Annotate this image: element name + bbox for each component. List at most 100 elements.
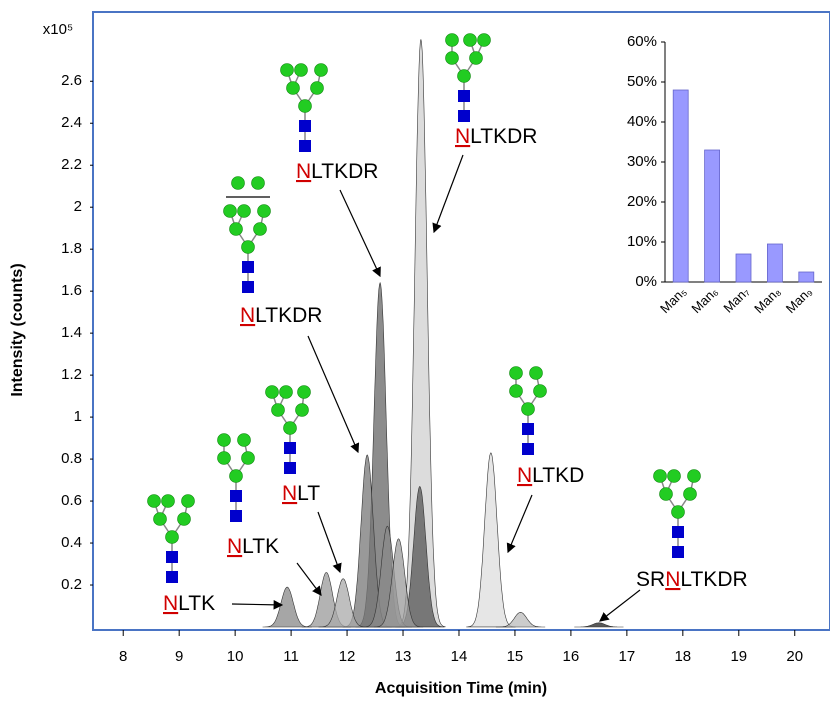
mannose [181, 494, 195, 508]
x-tick-label: 13 [395, 648, 412, 665]
mannose [445, 33, 459, 47]
mannose [295, 403, 309, 417]
mannose [241, 240, 255, 254]
peak [373, 538, 424, 628]
x-tick-label: 18 [674, 648, 691, 665]
peak [495, 611, 546, 628]
y-tick-label: 2 [74, 198, 82, 215]
mannose [529, 366, 543, 380]
mannose [177, 512, 191, 526]
glcnac [242, 261, 254, 273]
mannose [533, 384, 547, 398]
y-tick-label: 1.2 [61, 366, 82, 383]
peptide-label: NLTKD [517, 464, 584, 487]
mannose [153, 512, 167, 526]
x-tick-label: 9 [175, 648, 183, 665]
mannose [241, 451, 255, 465]
mannose [683, 487, 697, 501]
mannose [463, 33, 477, 47]
glcnac [230, 510, 242, 522]
peptide-label: NLTKDR [240, 304, 322, 327]
inset-bar [704, 149, 720, 283]
mannose [231, 176, 245, 190]
y-axis-title: Intensity (counts) [9, 263, 26, 396]
glycosylation-site: N [296, 160, 311, 183]
inset-y-tick-label: 0% [635, 273, 657, 290]
inset-y-tick-label: 60% [627, 33, 657, 50]
x-axis-title: Acquisition Time (min) [375, 680, 547, 697]
glcnac [522, 423, 534, 435]
mannose [667, 469, 681, 483]
x-tick-label: 10 [227, 648, 244, 665]
y-tick-label: 1.4 [61, 324, 82, 341]
x-tick-label: 17 [619, 648, 636, 665]
peptide-sequence: LTK [242, 535, 279, 558]
mannose [257, 204, 271, 218]
mannose [229, 222, 243, 236]
inset-bar [735, 253, 752, 283]
mannose [469, 51, 483, 65]
mannose [457, 69, 471, 83]
y-tick-label: 0.6 [61, 492, 82, 509]
peak [574, 622, 624, 628]
y-tick-label: 0.2 [61, 576, 82, 593]
inset-y-tick-label: 40% [627, 113, 657, 130]
mannose [279, 385, 293, 399]
mannose [237, 204, 251, 218]
glycosylation-site: N [665, 568, 680, 591]
y-tick-label: 0.8 [61, 450, 82, 467]
glcnac [230, 490, 242, 502]
mannose [237, 433, 251, 447]
peptide-sequence: LTKDR [311, 160, 378, 183]
mannose [445, 51, 459, 65]
mannose [297, 385, 311, 399]
glcnac [522, 443, 534, 455]
x-tick-label: 8 [119, 648, 127, 665]
peptide-label: NLTK [227, 535, 279, 558]
inset-bar [798, 271, 815, 283]
inset-y-tick-label: 10% [627, 233, 657, 250]
y-tick-label: 1.6 [61, 282, 82, 299]
x-tick-label: 16 [563, 648, 580, 665]
mannose [165, 530, 179, 544]
glcnac [672, 546, 684, 558]
peptide-label: NLTKDR [455, 125, 537, 148]
glycosylation-site: N [163, 592, 178, 615]
y-tick-label: 1 [74, 408, 82, 425]
peptide-sequence: LTKDR [470, 125, 537, 148]
y-tick-label: 2.2 [61, 156, 82, 173]
inset-x-tick-label: Man₆ [688, 284, 720, 316]
peptide-label: NLT [282, 482, 320, 505]
glcnac [166, 571, 178, 583]
mannose [147, 494, 161, 508]
mannose [477, 33, 491, 47]
inset-y-tick-label: 50% [627, 73, 657, 90]
peak [262, 586, 312, 628]
peak [318, 578, 368, 628]
x-tick-label: 12 [339, 648, 356, 665]
y-tick-label: 2.4 [61, 114, 82, 131]
x-tick-label: 14 [451, 648, 468, 665]
inset-y-tick-label: 30% [627, 153, 657, 170]
mannose [271, 403, 285, 417]
mannose [687, 469, 701, 483]
glcnac [458, 90, 470, 102]
peptide-sequence: LTKDR [680, 568, 747, 591]
inset-y-tick-label: 20% [627, 193, 657, 210]
glcnac [458, 110, 470, 122]
mannose [251, 176, 265, 190]
peptide-sequence: LTKDR [255, 304, 322, 327]
mannose [265, 385, 279, 399]
inset-x-tick-label: Man₇ [720, 284, 752, 316]
y-multiplier: x10⁵ [43, 21, 73, 38]
peptide-label: SRNLTKDR [636, 568, 748, 591]
mannose [223, 204, 237, 218]
inset-bar [767, 243, 783, 283]
mannose [280, 63, 294, 77]
inset-bar [672, 89, 689, 283]
y-tick-label: 2.6 [61, 72, 82, 89]
peptide-prefix: SR [636, 568, 665, 591]
glcnac [284, 442, 296, 454]
peak [466, 452, 516, 628]
peptide-sequence: LTKD [532, 464, 584, 487]
